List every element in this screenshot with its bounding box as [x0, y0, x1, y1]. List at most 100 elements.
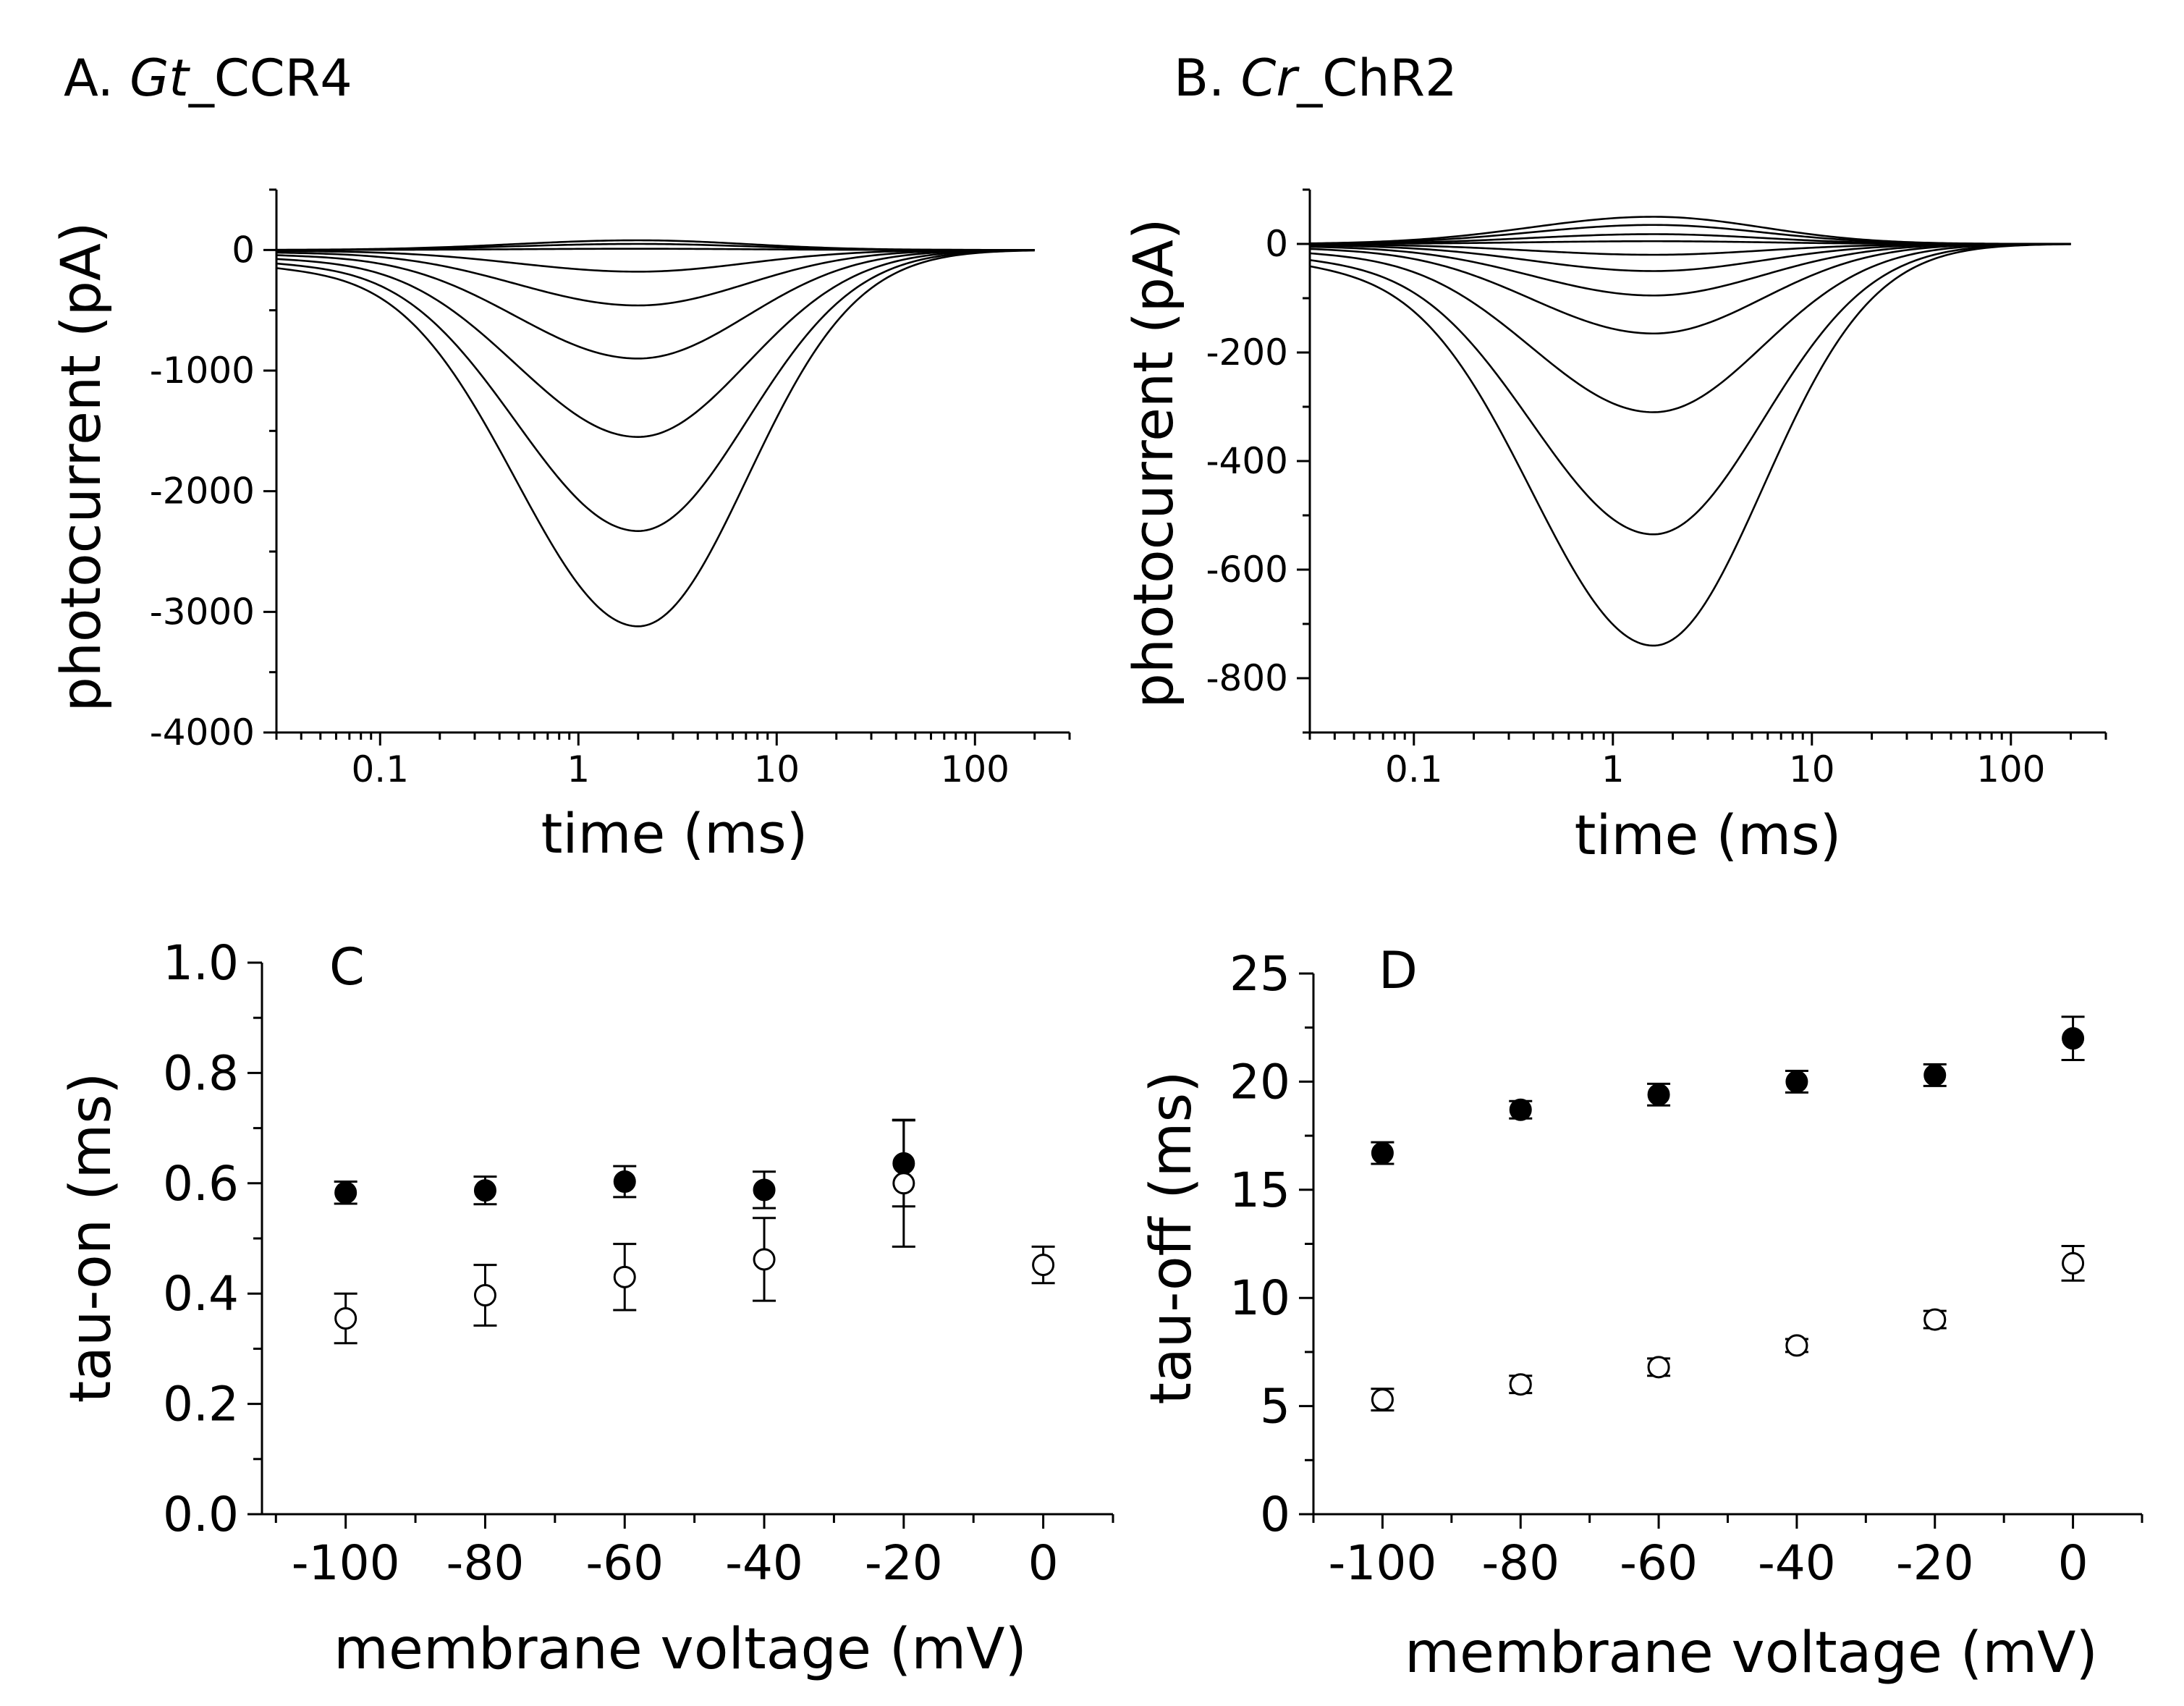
panel-c-y-tick-label: 0.8: [163, 1045, 239, 1101]
panel-b-x-axis-label: time (ms): [1575, 803, 1842, 867]
panel-a-x-tick-label: 10: [753, 748, 800, 790]
panel-c-gt-ccr4-point: [473, 1179, 496, 1202]
panel-c-cr-chr2-point: [1032, 1254, 1055, 1277]
panel-a-photocurrent-trace: [276, 249, 1035, 273]
panel-b-y-tick-label: 0: [1265, 223, 1288, 265]
panel-a-x-tick-label: 100: [941, 748, 1010, 790]
panel-a-y-axis-label: photocurrent (pA): [48, 221, 113, 711]
panel-d-y-tick-label: 25: [1229, 946, 1290, 1002]
panel-c-x-tick-label: -20: [865, 1535, 943, 1591]
panel-a-axes: 0.1 1 10 100 0 -1000 -2000 -3000 -4000: [150, 188, 1071, 790]
panel-b-axes: 0.1 1 10 100 0 -200 -400 -600 -800: [1206, 188, 2107, 790]
panel-c-x-tick-label: -100: [292, 1535, 400, 1591]
panel-d-tau-off: D -100 -80 -60 -40 -20 0 0 5 10 15 20 25 membrane v…: [1139, 941, 2143, 1686]
panel-a-photocurrent-trace: [276, 248, 1035, 251]
panel-b-x-tick-label: 10: [1789, 748, 1835, 790]
panel-a-photocurrent-trace: [276, 249, 1035, 532]
panel-c-cr-chr2-point: [613, 1265, 636, 1288]
panel-a-photocurrent-trace: [276, 249, 1035, 438]
panel-d-x-tick-label: 0: [2058, 1535, 2088, 1591]
panel-b-photocurrent-trace: [1309, 242, 2071, 297]
panel-b-traces: [1309, 216, 2071, 647]
panel-a-x-tick-label: 1: [567, 748, 590, 790]
panel-c-label: C: [329, 937, 365, 997]
panel-a-y-tick-label: 0: [232, 229, 255, 271]
panel-c-markers: [334, 1118, 1055, 1345]
panel-c-gt-ccr4-point: [334, 1181, 357, 1204]
panel-c-gt-ccr4-point: [753, 1178, 776, 1202]
panel-d-gt-ccr4-point: [1371, 1141, 1394, 1165]
panel-d-gt-ccr4-point: [2062, 1027, 2085, 1050]
panel-d-x-tick-label: -60: [1620, 1535, 1698, 1591]
panel-a-traces: [276, 239, 1035, 628]
panel-a-photocurrent-trace: [276, 249, 1035, 628]
panel-c-y-tick-label: 0.0: [163, 1487, 239, 1542]
panel-d-y-tick-label: 10: [1229, 1270, 1290, 1326]
panel-b-x-tick-label: 100: [1976, 748, 2045, 790]
panel-b-x-tick-label: 1: [1601, 748, 1625, 790]
panel-a-photocurrent-trace: [276, 249, 1035, 307]
panel-b-photocurrent-trace: [1309, 242, 2071, 413]
panel-c-cr-chr2-point: [753, 1248, 776, 1271]
panel-d-cr-chr2-point: [1509, 1373, 1532, 1396]
panel-a-photocurrent-gt-ccr4: A. Gt_CCR4 0.1 1 10 100 0 -1000 -2000 -3000 -400…: [48, 48, 1071, 866]
panel-d-x-tick-label: -20: [1896, 1535, 1974, 1591]
panel-d-gt-ccr4-point: [1647, 1083, 1670, 1106]
panel-c-y-tick-label: 1.0: [163, 935, 239, 991]
panel-c-y-tick-label: 0.6: [163, 1156, 239, 1212]
panel-a-x-axis-label: time (ms): [541, 801, 808, 866]
panel-d-x-tick-label: -100: [1329, 1535, 1437, 1591]
panel-c-x-tick-label: -60: [585, 1535, 664, 1591]
panel-d-axes: -100 -80 -60 -40 -20 0 0 5 10 15 20 25: [1229, 946, 2143, 1591]
panel-d-gt-ccr4-point: [1509, 1098, 1532, 1121]
panel-a-photocurrent-trace: [276, 249, 1035, 360]
panel-b-photocurrent-cr-chr2: B. Cr_ChR2 0.1 1 10 100 0 -200 -400 -600 -800 ti…: [1121, 48, 2107, 867]
panel-c-y-axis-label: tau-on (ms): [59, 1073, 124, 1403]
panel-d-y-tick-label: 20: [1229, 1054, 1290, 1110]
panel-d-y-axis-label: tau-off (ms): [1139, 1071, 1204, 1404]
panel-a-y-tick-label: -1000: [150, 350, 255, 392]
panel-c-axes: -100 -80 -60 -40 -20 0 0.0 0.2 0.4 0.6 0.8 1.0: [163, 935, 1114, 1591]
panel-c-cr-chr2-point: [892, 1172, 915, 1195]
panel-c-gt-ccr4-point: [613, 1170, 636, 1194]
panel-d-label: D: [1379, 941, 1418, 1000]
panel-c-x-axis-label: membrane voltage (mV): [334, 1617, 1027, 1682]
panel-d-y-tick-label: 0: [1260, 1487, 1290, 1542]
panel-b-photocurrent-trace: [1309, 242, 2071, 335]
panel-d-gt-ccr4-point: [1785, 1070, 1808, 1093]
panel-b-y-tick-label: -800: [1206, 657, 1288, 699]
panel-d-cr-chr2-point: [1647, 1356, 1670, 1379]
panel-b-y-tick-label: -400: [1206, 440, 1288, 482]
panel-a-y-tick-label: -4000: [150, 711, 255, 753]
panel-d-y-tick-label: 15: [1229, 1162, 1290, 1218]
panel-d-x-tick-label: -40: [1758, 1535, 1836, 1591]
panel-d-cr-chr2-point: [1371, 1388, 1394, 1411]
panel-b-photocurrent-trace: [1309, 242, 2071, 536]
panel-a-title: A. Gt_CCR4: [64, 48, 352, 108]
panel-c-tau-on: C -100 -80 -60 -40 -20 0 0.0 0.2 0.4 0.6 0.8 1.0 me…: [59, 935, 1114, 1682]
panel-d-gt-ccr4-point: [1923, 1063, 1947, 1086]
panel-a-y-tick-label: -3000: [150, 591, 255, 633]
panel-b-x-tick-label: 0.1: [1385, 748, 1443, 790]
panel-d-y-tick-label: 5: [1260, 1379, 1290, 1435]
panel-d-x-tick-label: -80: [1481, 1535, 1559, 1591]
panel-d-x-axis-label: membrane voltage (mV): [1405, 1621, 2098, 1686]
panel-c-y-tick-label: 0.2: [163, 1377, 239, 1432]
panel-c-cr-chr2-point: [334, 1306, 357, 1330]
panel-d-cr-chr2-point: [1923, 1308, 1947, 1331]
panel-c-y-tick-label: 0.4: [163, 1266, 239, 1322]
panel-a-y-tick-label: -2000: [150, 470, 255, 512]
panel-b-photocurrent-trace: [1309, 243, 2071, 647]
panel-c-x-tick-label: -80: [446, 1535, 525, 1591]
panel-c-x-tick-label: -40: [725, 1535, 803, 1591]
panel-b-title: B. Cr_ChR2: [1174, 48, 1457, 108]
panel-d-cr-chr2-point: [1785, 1334, 1808, 1357]
panel-d-markers: [1371, 1015, 2085, 1412]
panel-d-cr-chr2-point: [2062, 1251, 2085, 1275]
panel-a-x-tick-label: 0.1: [352, 748, 410, 790]
panel-c-x-tick-label: 0: [1028, 1535, 1059, 1591]
panel-b-y-tick-label: -200: [1206, 332, 1288, 373]
panel-b-y-axis-label: photocurrent (pA): [1121, 218, 1185, 708]
panel-b-y-tick-label: -600: [1206, 549, 1288, 591]
